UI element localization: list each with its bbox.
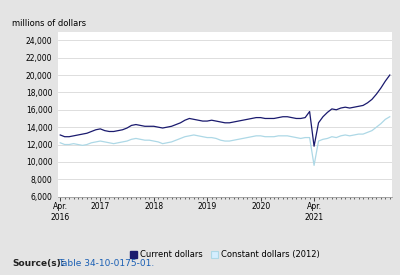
Text: Table 34-10-0175-01.: Table 34-10-0175-01. xyxy=(58,259,154,268)
Legend: Current dollars, Constant dollars (2012): Current dollars, Constant dollars (2012) xyxy=(130,250,320,259)
Text: millions of dollars: millions of dollars xyxy=(12,18,86,28)
Text: Source(s):: Source(s): xyxy=(12,259,64,268)
